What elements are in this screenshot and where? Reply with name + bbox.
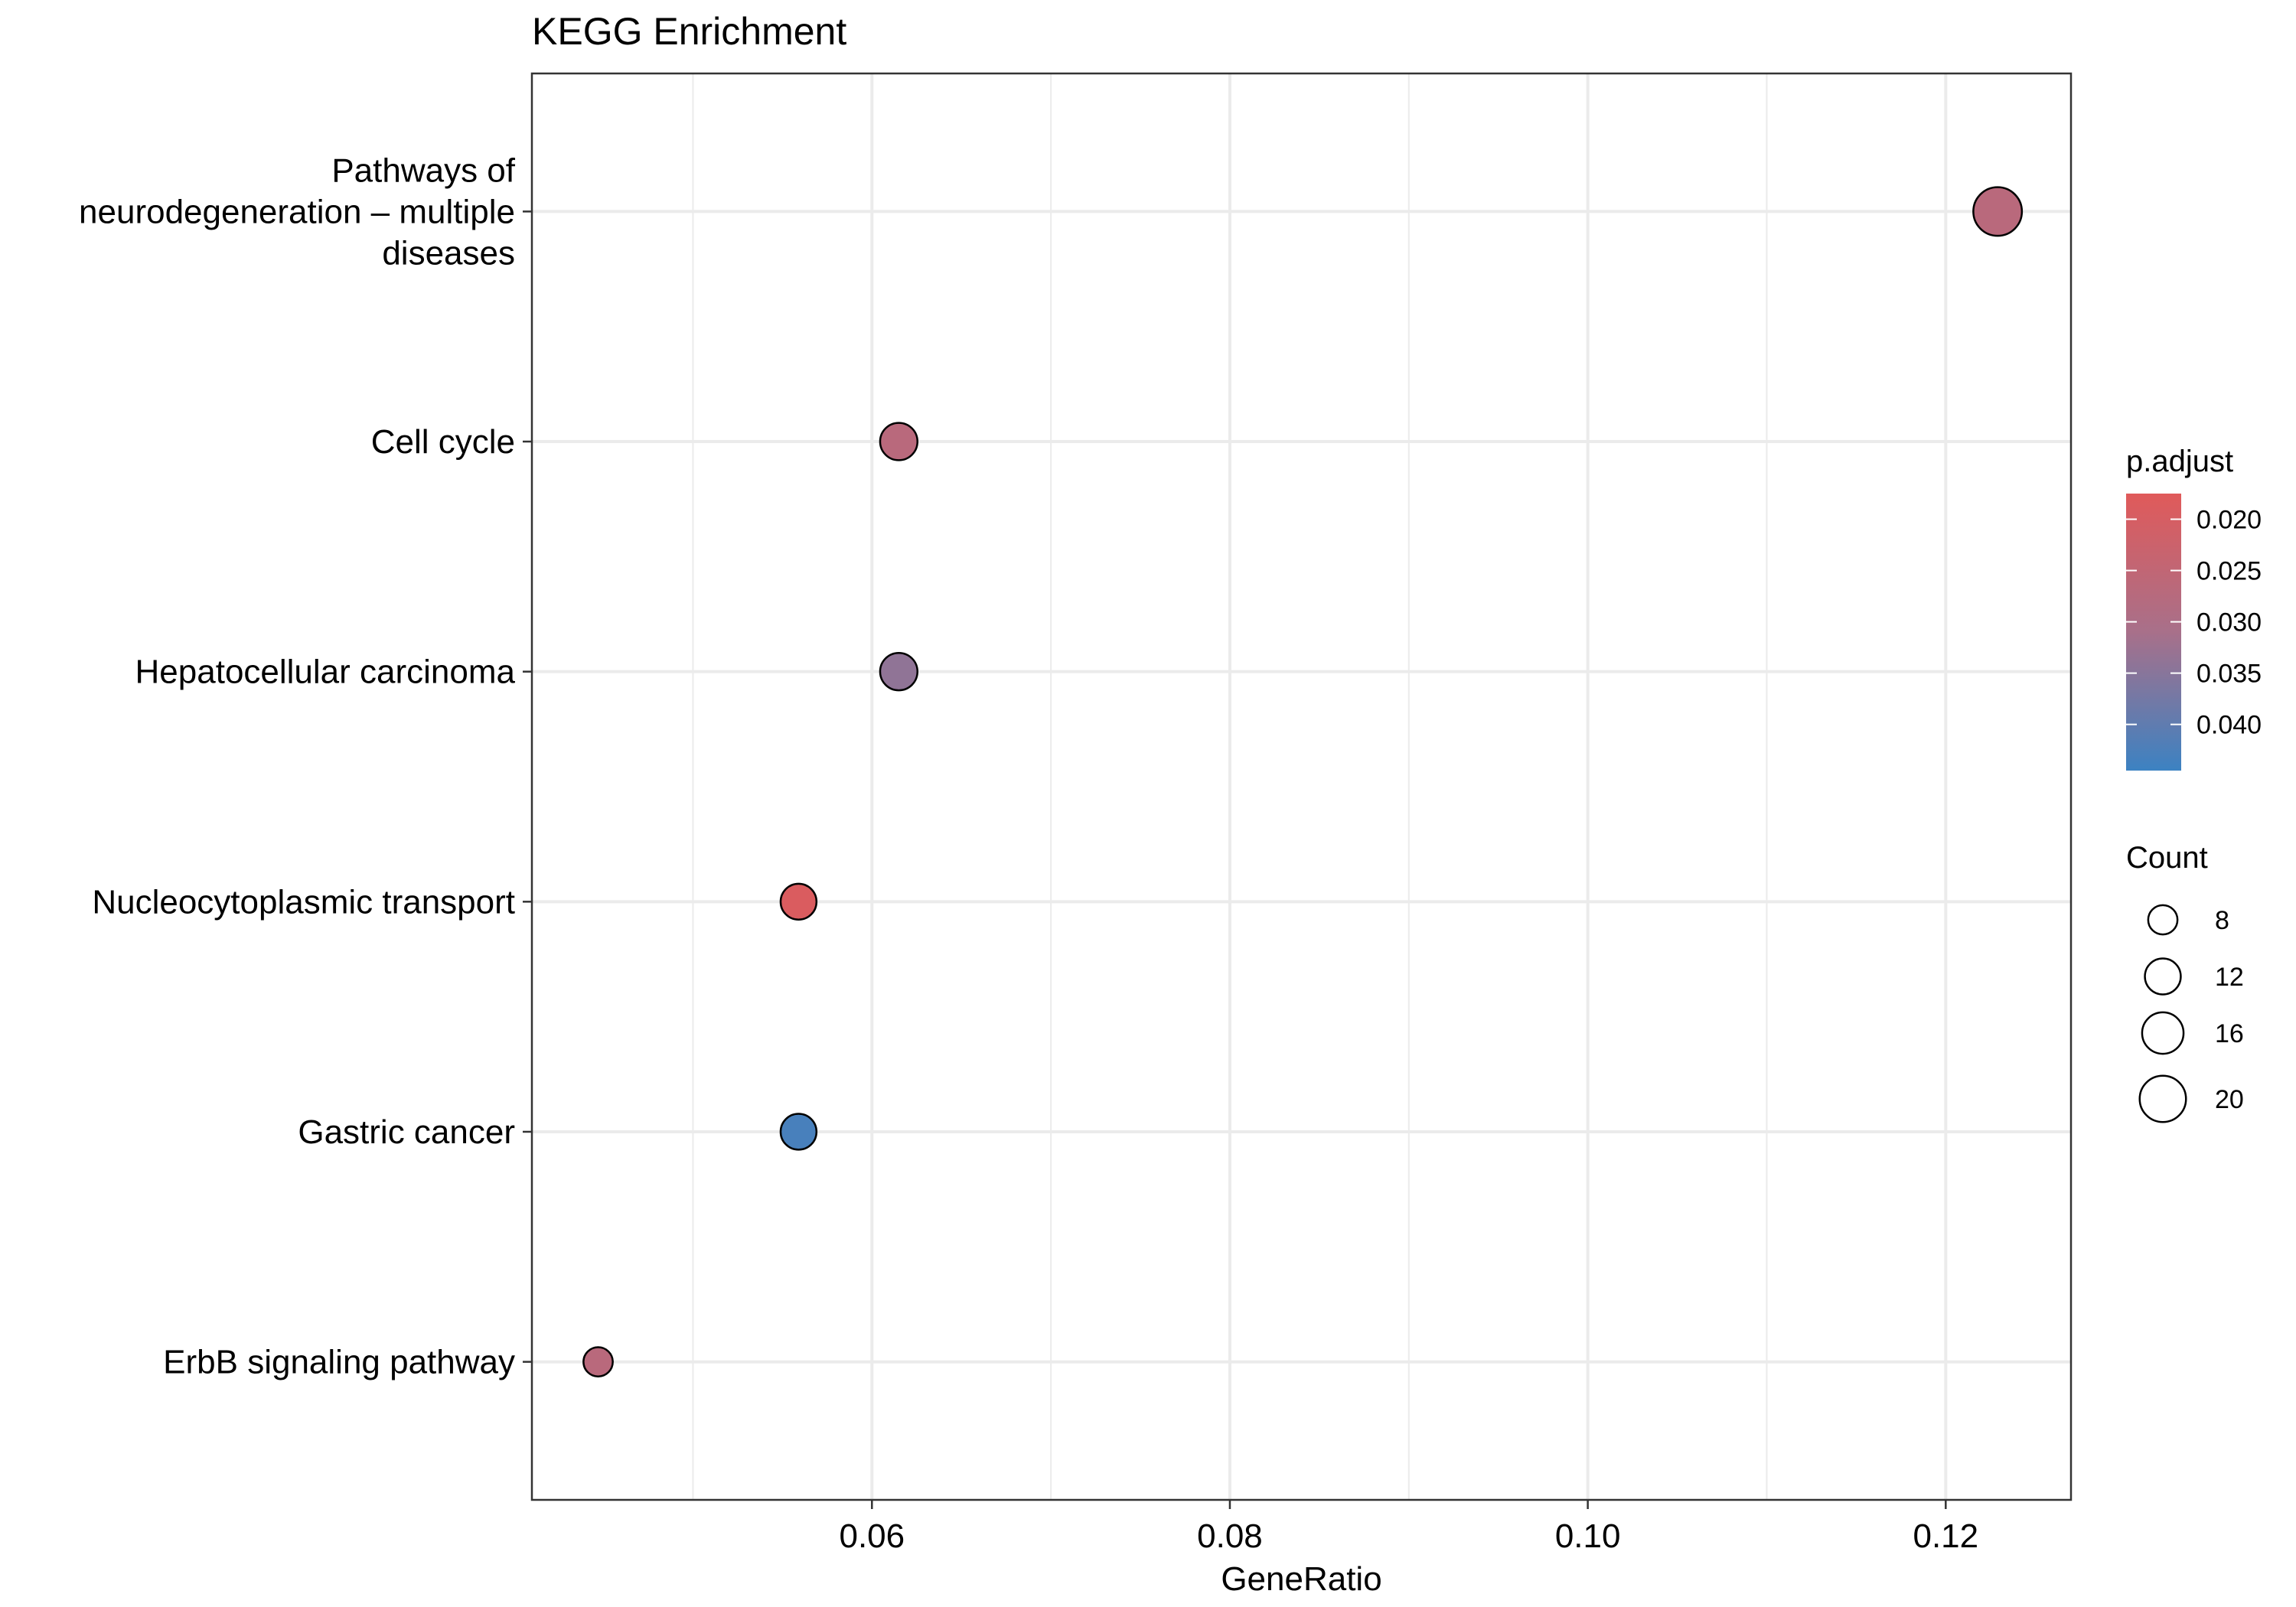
size-legend-label: 12 <box>2215 963 2244 992</box>
size-legend-title: Count <box>2126 841 2208 875</box>
panel-border <box>530 72 2073 1501</box>
chart-title: KEGG Enrichment <box>532 10 846 53</box>
color-legend-label: 0.020 <box>2197 506 2262 535</box>
color-legend-label: 0.030 <box>2197 608 2262 637</box>
data-point <box>779 1113 818 1151</box>
size-legend-key <box>2141 1011 2185 1055</box>
color-legend-bar <box>2126 494 2181 771</box>
y-tick-label: Hepatocellular carcinoma <box>135 654 516 691</box>
data-point <box>582 1346 614 1378</box>
size-legend-key <box>2138 1074 2187 1123</box>
y-tick-label: Gastric cancer <box>298 1113 515 1151</box>
color-legend-label: 0.025 <box>2197 557 2262 586</box>
data-point <box>779 882 818 921</box>
y-tick-label: ErbB signaling pathway <box>163 1344 515 1381</box>
color-legend: p.adjust 0.020 0.025 0.030 0.035 0.040 <box>2126 445 2262 771</box>
x-tick-label: 0.08 <box>1197 1517 1263 1555</box>
color-legend-title: p.adjust <box>2126 445 2233 478</box>
x-axis-title: GeneRatio <box>1221 1560 1381 1598</box>
data-point <box>879 652 919 692</box>
color-legend-label: 0.035 <box>2197 660 2262 689</box>
data-points <box>582 186 2024 1378</box>
x-tick-label: 0.12 <box>1913 1517 1978 1555</box>
size-legend-key <box>2147 904 2179 936</box>
x-tick-label: 0.06 <box>839 1517 905 1555</box>
size-legend-label: 16 <box>2215 1019 2244 1048</box>
grid <box>532 73 2071 1500</box>
size-legend-label: 8 <box>2215 906 2229 935</box>
size-legend-key <box>2144 957 2182 996</box>
y-axis: ErbB signaling pathway Gastric cancer Nucl… <box>79 152 532 1381</box>
x-tick-label: 0.10 <box>1555 1517 1621 1555</box>
data-point <box>1972 186 2024 237</box>
y-tick-label: Cell cycle <box>371 423 515 461</box>
color-legend-label: 0.040 <box>2197 711 2262 740</box>
size-legend-label: 20 <box>2215 1085 2244 1114</box>
x-axis: 0.06 0.08 0.10 0.12 <box>839 1500 1978 1555</box>
size-legend: Count 8 12 16 20 <box>2126 841 2244 1123</box>
y-tick-label: Nucleocytoplasmic transport <box>92 883 515 921</box>
data-point <box>879 422 919 461</box>
y-tick-label: Pathways of neurodegeneration – multiple d… <box>79 152 516 272</box>
